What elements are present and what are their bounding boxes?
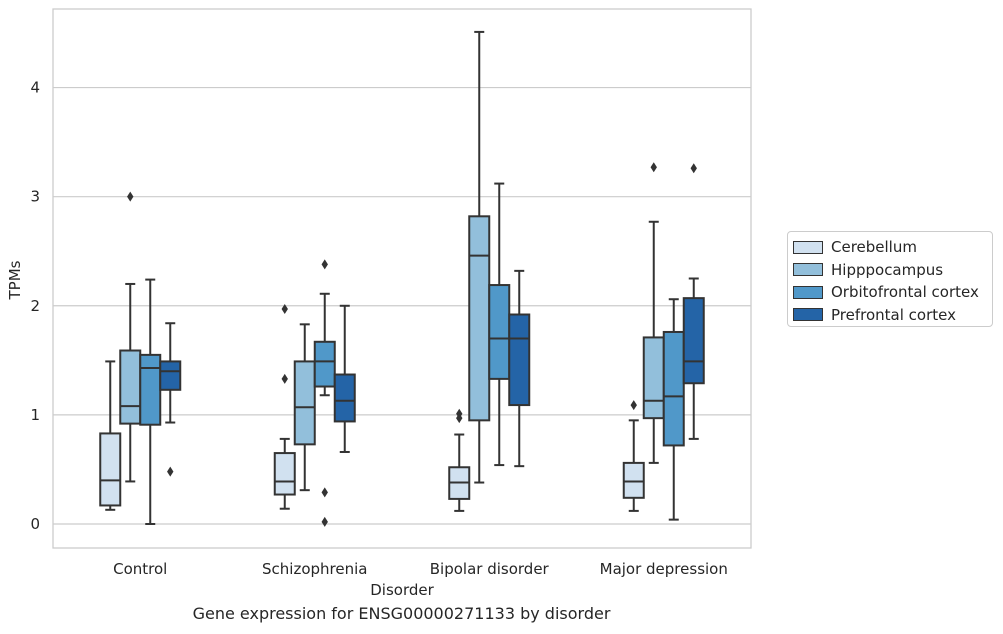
- box-cerebellum: [622, 400, 645, 512]
- legend-label: Cerebellum: [831, 238, 917, 257]
- iqr-box: [682, 297, 705, 385]
- outlier-marker: [690, 163, 697, 174]
- x-tick-label: Schizophrenia: [262, 560, 367, 578]
- iqr-box: [139, 353, 162, 426]
- box-prefrontal-cortex: [159, 322, 182, 477]
- legend-swatch: [793, 263, 823, 277]
- iqr-box: [468, 215, 491, 422]
- iqr-box: [488, 284, 511, 380]
- y-tick-label: 1: [30, 406, 40, 424]
- y-axis-label: TPMs: [6, 260, 24, 300]
- legend-swatch: [793, 285, 823, 299]
- box-prefrontal-cortex: [508, 269, 531, 468]
- plot-frame: [52, 8, 752, 549]
- legend: Cerebellum Hipppocampus Orbitofrontal cort…: [787, 231, 993, 327]
- y-tick-label: 4: [30, 79, 40, 97]
- box-orbitofrontal-cortex: [313, 259, 336, 527]
- iqr-box: [622, 461, 645, 499]
- gridlines: [53, 86, 751, 525]
- outlier-marker: [281, 304, 288, 315]
- boxes: [99, 30, 705, 527]
- y-tick-label: 2: [30, 297, 40, 315]
- outlier-marker: [281, 373, 288, 384]
- legend-item: Orbitofrontal cortex: [792, 281, 992, 304]
- box-prefrontal-cortex: [682, 163, 705, 440]
- outlier-marker: [321, 259, 328, 270]
- iqr-box: [662, 330, 685, 447]
- iqr-box: [293, 360, 316, 446]
- iqr-box: [333, 373, 356, 423]
- outlier-marker: [456, 408, 463, 419]
- y-tick-labels: 0 1 2 3 4: [30, 79, 40, 533]
- figure-caption: Gene expression for ENSG00000271133 by d…: [192, 604, 611, 623]
- legend-swatch: [793, 308, 823, 322]
- y-tick-label: 0: [30, 515, 40, 533]
- y-tick-label: 3: [30, 188, 40, 206]
- outlier-marker: [127, 191, 134, 202]
- x-tick-label: Control: [113, 560, 167, 578]
- x-axis-label: Disorder: [370, 581, 434, 599]
- box-hipppocampus: [642, 162, 665, 464]
- legend-label: Hipppocampus: [831, 260, 944, 279]
- legend-item: Hipppocampus: [792, 259, 992, 282]
- outlier-marker: [167, 466, 174, 477]
- box-orbitofrontal-cortex: [139, 278, 162, 525]
- iqr-box: [508, 313, 531, 407]
- box-cerebellum: [99, 360, 122, 511]
- box-cerebellum: [448, 408, 471, 512]
- box-hipppocampus: [293, 323, 316, 492]
- box-hipppocampus: [119, 191, 142, 483]
- x-tick-label: Major depression: [600, 560, 728, 578]
- outlier-marker: [630, 400, 637, 411]
- iqr-box: [313, 340, 336, 388]
- iqr-box: [642, 336, 665, 420]
- legend-label: Orbitofrontal cortex: [831, 283, 979, 302]
- legend-item: Cerebellum: [792, 236, 992, 259]
- outlier-marker: [321, 516, 328, 527]
- iqr-box: [99, 432, 122, 507]
- legend-swatch: [793, 240, 823, 254]
- outlier-marker: [321, 487, 328, 498]
- x-tick-labels: Control Schizophrenia Bipolar disorder Majo…: [113, 560, 728, 578]
- iqr-box: [273, 452, 296, 496]
- iqr-box: [159, 360, 182, 391]
- iqr-box: [119, 349, 142, 425]
- legend-label: Prefrontal cortex: [831, 305, 956, 324]
- box-hipppocampus: [468, 30, 491, 484]
- x-tick-label: Bipolar disorder: [430, 560, 550, 578]
- box-prefrontal-cortex: [333, 304, 356, 453]
- box-orbitofrontal-cortex: [488, 182, 511, 467]
- box-cerebellum: [273, 304, 296, 510]
- outlier-marker: [650, 162, 657, 173]
- legend-item: Prefrontal cortex: [792, 304, 992, 327]
- box-orbitofrontal-cortex: [662, 298, 685, 521]
